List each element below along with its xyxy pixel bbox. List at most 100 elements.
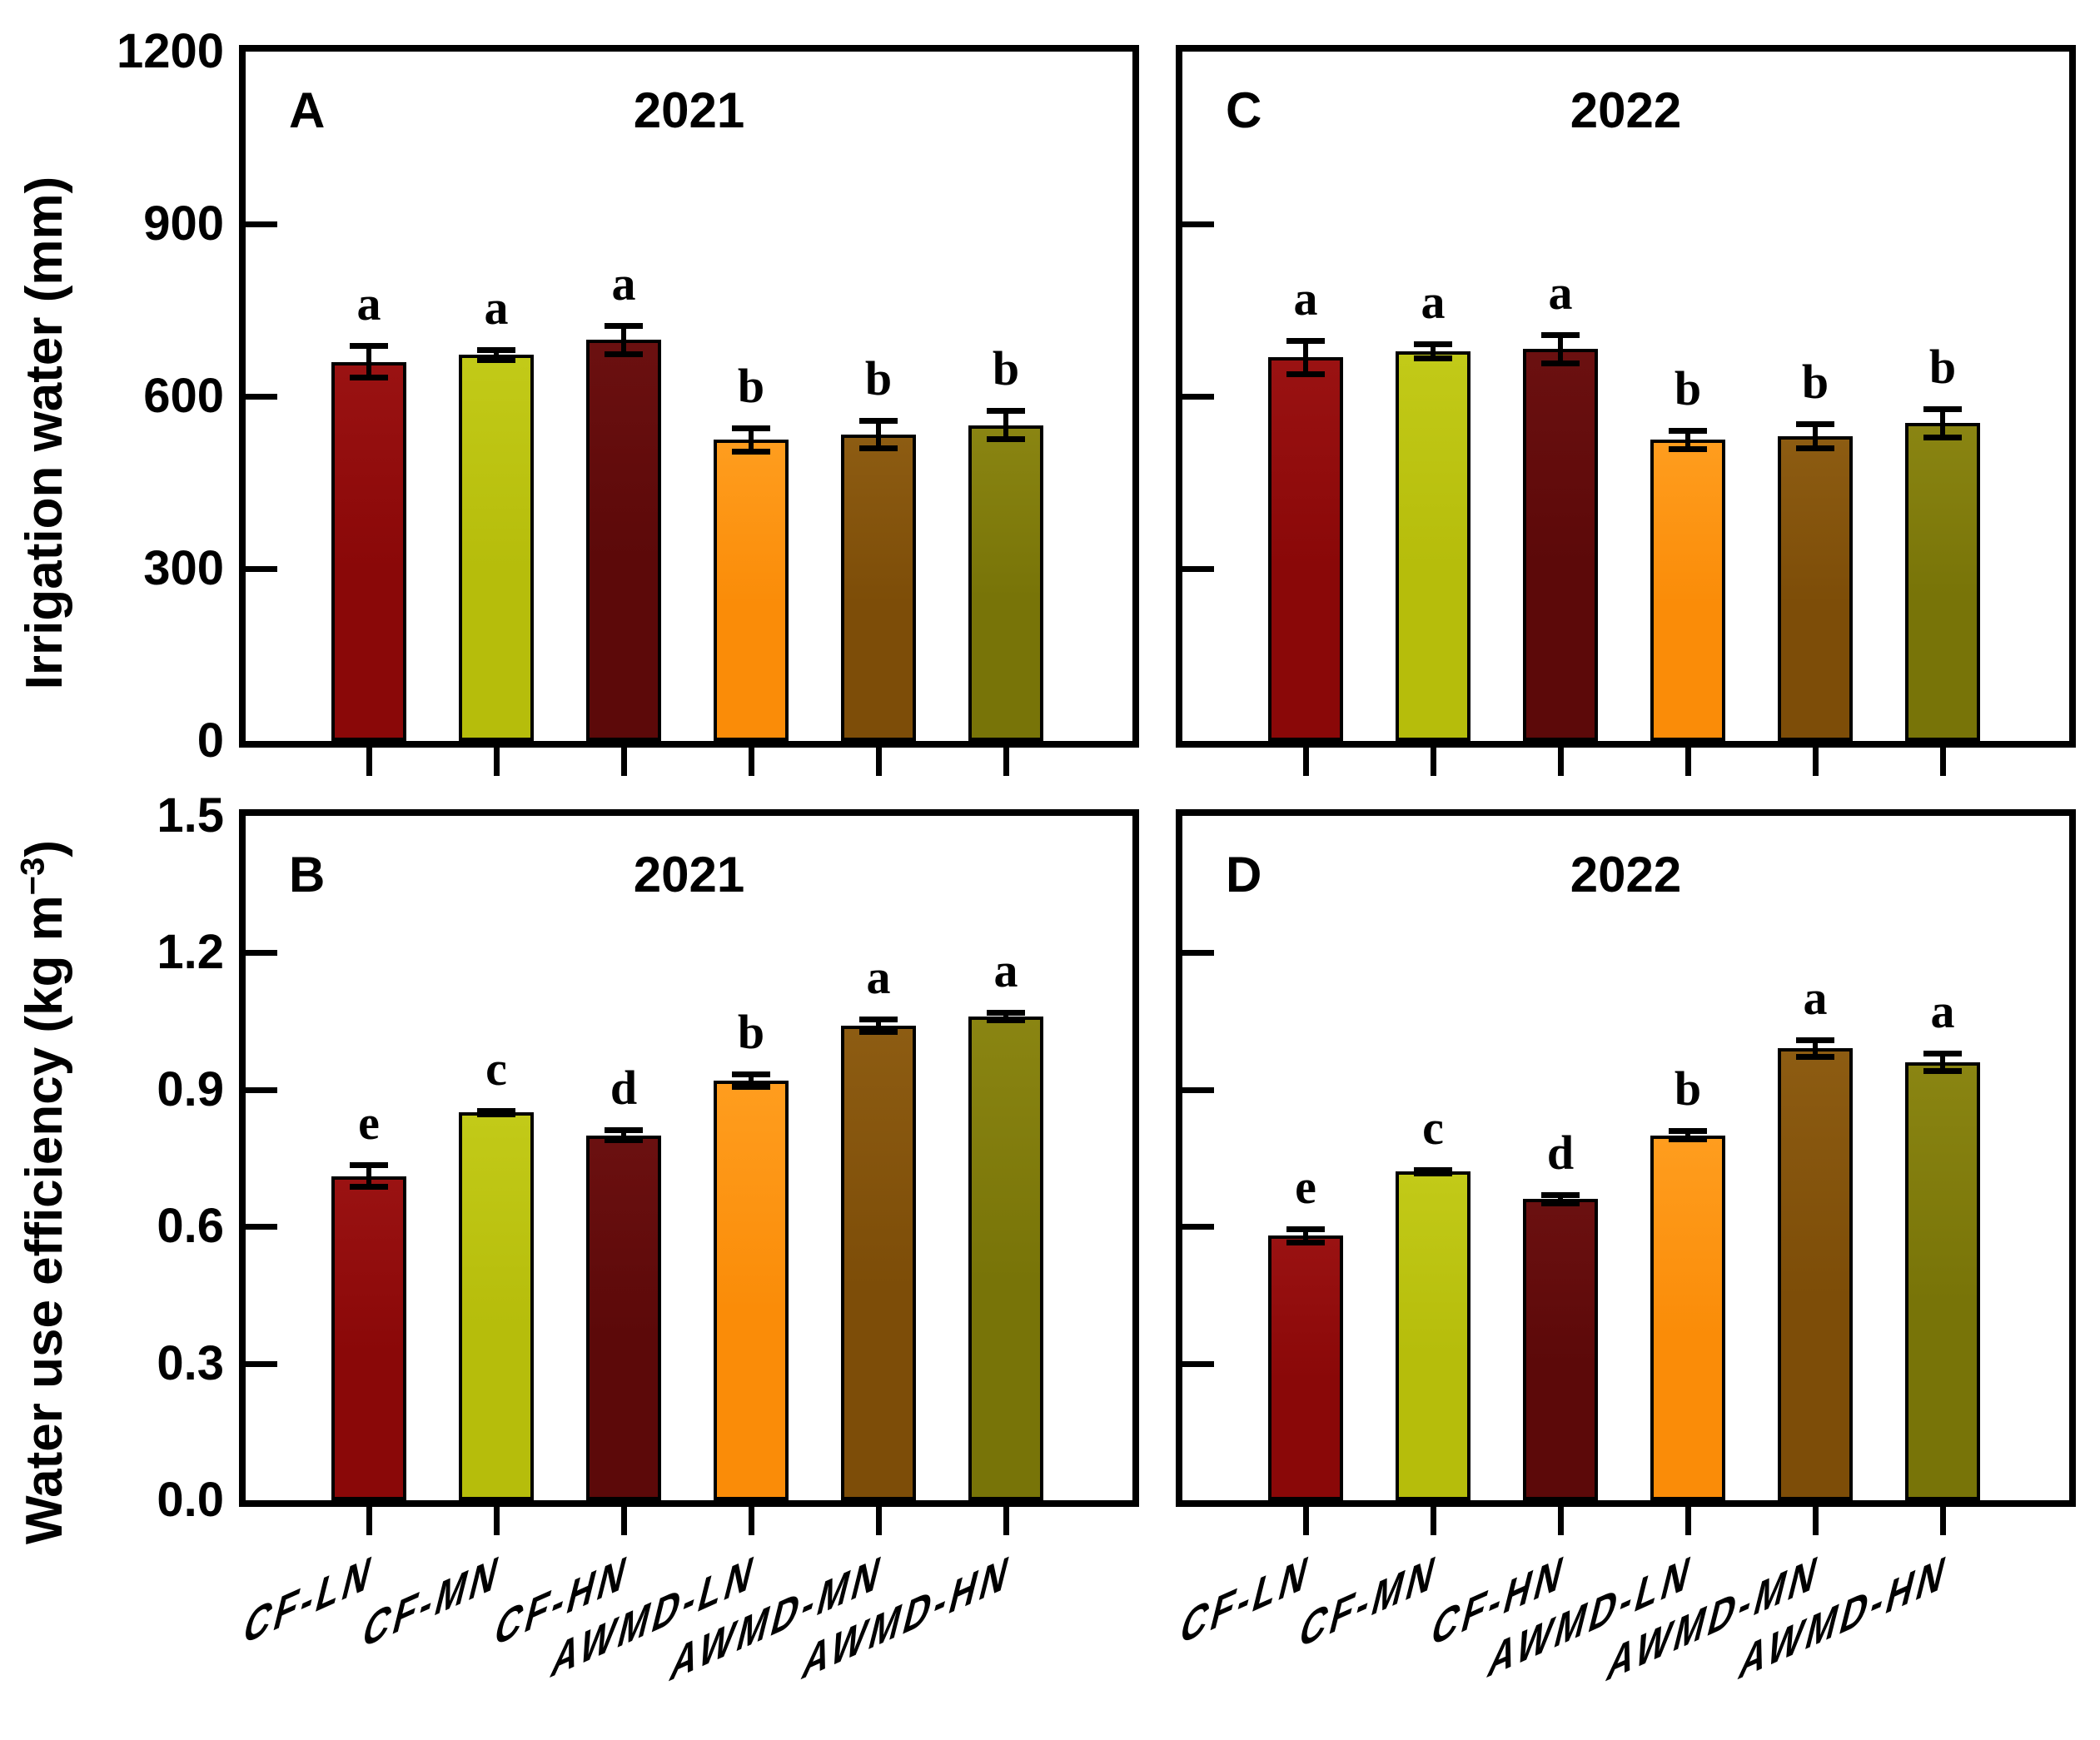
x-tick-D-CF-LN [1303,1507,1309,1535]
error-bar-A-CF-HN [605,322,643,358]
panel-letter-C: C [1226,82,1262,138]
error-bar-cap-top [987,407,1025,414]
x-category-label-B-CF-MN: CF-MN [357,1544,508,1660]
error-bar-line [1685,427,1690,452]
panel-year-title-A: 2021 [633,82,745,138]
panel-A: A 2021 a a a b b b [239,45,1139,748]
error-bar-cap-top [859,1017,898,1023]
y-tick-D-0.6 [1182,1224,1214,1230]
bar-C-CF-MN [1396,351,1470,741]
y-tick-A-600 [246,394,277,400]
bar-B-AWMD-MN [841,1026,916,1500]
y-tick-B-0.3 [246,1360,277,1367]
sig-letter-C-CF-MN: a [1421,275,1446,330]
bar-C-AWMD-MN [1778,435,1853,741]
sig-letter-B-CF-MN: c [485,1041,507,1096]
y-tick-B-0.9 [246,1086,277,1093]
error-bar-cap-top [1923,405,1962,412]
sig-letter-D-CF-MN: c [1422,1100,1444,1155]
x-tick-C-CF-LN [1303,748,1309,776]
error-bar-B-AWMD-LN [732,1071,770,1090]
y-tick-label-B-1.5: 1.5 [157,788,224,843]
error-bar-cap-bottom [605,1137,643,1144]
y-tick-label-B-1.2: 1.2 [157,925,224,980]
sig-letter-D-CF-LN: e [1295,1159,1316,1214]
x-tick-B-CF-LN [366,1507,372,1535]
error-bar-cap-bottom [477,356,515,363]
error-bar-line [366,342,371,381]
x-tick-B-AWMD-MN [876,1507,882,1535]
sig-letter-B-AWMD-MN: a [866,950,891,1005]
error-bar-line [1813,420,1818,451]
bar-C-CF-HN [1523,349,1598,741]
y-tick-label-A-300: 300 [143,541,224,595]
sig-letter-D-AWMD-MN: a [1803,970,1828,1025]
y-tick-C-900 [1182,221,1214,227]
y-axis-title-irrigation-water-text: Irrigation water (mm) [16,176,73,690]
error-bar-cap-bottom [1669,1136,1707,1142]
bar-C-AWMD-HN [1905,423,1980,741]
error-bar-line [366,1162,371,1191]
sig-letter-A-CF-HN: a [611,256,636,311]
y-tick-D-0.9 [1182,1086,1214,1093]
sig-letter-B-CF-HN: d [610,1060,638,1115]
bar-D-CF-MN [1396,1171,1470,1500]
x-tick-A-CF-LN [366,748,372,776]
bar-A-AWMD-MN [841,434,916,741]
bar-B-CF-LN [331,1176,406,1500]
error-bar-cap-top [477,346,515,353]
error-bar-cap-bottom [1669,445,1707,452]
sig-letter-A-CF-MN: a [484,280,509,335]
x-tick-D-CF-MN [1431,1507,1436,1535]
y-tick-B-0.6 [246,1224,277,1230]
error-bar-C-CF-MN [1414,341,1452,361]
y-tick-B-1.2 [246,950,277,957]
bar-D-AWMD-HN [1905,1061,1980,1500]
error-bar-line [749,1071,754,1090]
error-bar-B-CF-HN [605,1126,643,1144]
panel-year-title-C: 2022 [1570,82,1682,138]
bar-A-AWMD-HN [968,425,1043,741]
error-bar-cap-top [350,1162,388,1169]
bar-A-CF-HN [586,340,661,741]
sig-letter-B-AWMD-HN: a [993,942,1018,997]
y-tick-label-B-0.9: 0.9 [157,1061,224,1116]
error-bar-cap-top [732,425,770,431]
error-bar-B-CF-LN [350,1162,388,1191]
x-tick-A-CF-HN [621,748,627,776]
y-tick-label-B-0.6: 0.6 [157,1199,224,1254]
sig-letter-A-CF-LN: a [356,276,381,331]
error-bar-A-AWMD-MN [859,417,898,451]
error-bar-cap-top [987,1009,1025,1016]
y-tick-label-A-0: 0 [197,713,224,768]
error-bar-cap-top [605,1126,643,1133]
sig-letter-C-AWMD-HN: b [1928,339,1957,394]
sig-letter-C-CF-LN: a [1293,271,1318,326]
error-bar-line [1303,337,1308,377]
sig-letter-B-CF-LN: e [358,1096,380,1151]
sig-letter-C-AWMD-LN: b [1674,360,1702,415]
x-tick-C-AWMD-HN [1940,748,1946,776]
error-bar-cap-top [605,322,643,329]
panel-year-title-B: 2021 [633,847,745,902]
error-bar-line [621,1126,626,1144]
x-tick-A-AWMD-LN [749,748,754,776]
error-bar-cap-bottom [732,449,770,455]
bar-D-AWMD-LN [1650,1135,1725,1500]
bar-B-CF-MN [459,1112,534,1500]
panel-letter-A: A [289,82,326,138]
error-bar-cap-bottom [1414,355,1452,361]
y-tick-label-A-900: 900 [143,196,224,251]
y-tick-label-A-1200: 1200 [116,24,224,78]
error-bar-cap-bottom [1923,1068,1962,1075]
sig-letter-C-AWMD-MN: b [1801,354,1829,409]
x-tick-C-CF-HN [1558,748,1564,776]
bar-C-AWMD-LN [1650,440,1725,741]
x-tick-A-CF-MN [494,748,500,776]
error-bar-cap-bottom [732,1083,770,1090]
x-tick-C-AWMD-MN [1813,748,1819,776]
bar-B-AWMD-HN [968,1017,1043,1500]
error-bar-line [1003,1009,1008,1024]
error-bar-D-CF-LN [1286,1225,1325,1245]
